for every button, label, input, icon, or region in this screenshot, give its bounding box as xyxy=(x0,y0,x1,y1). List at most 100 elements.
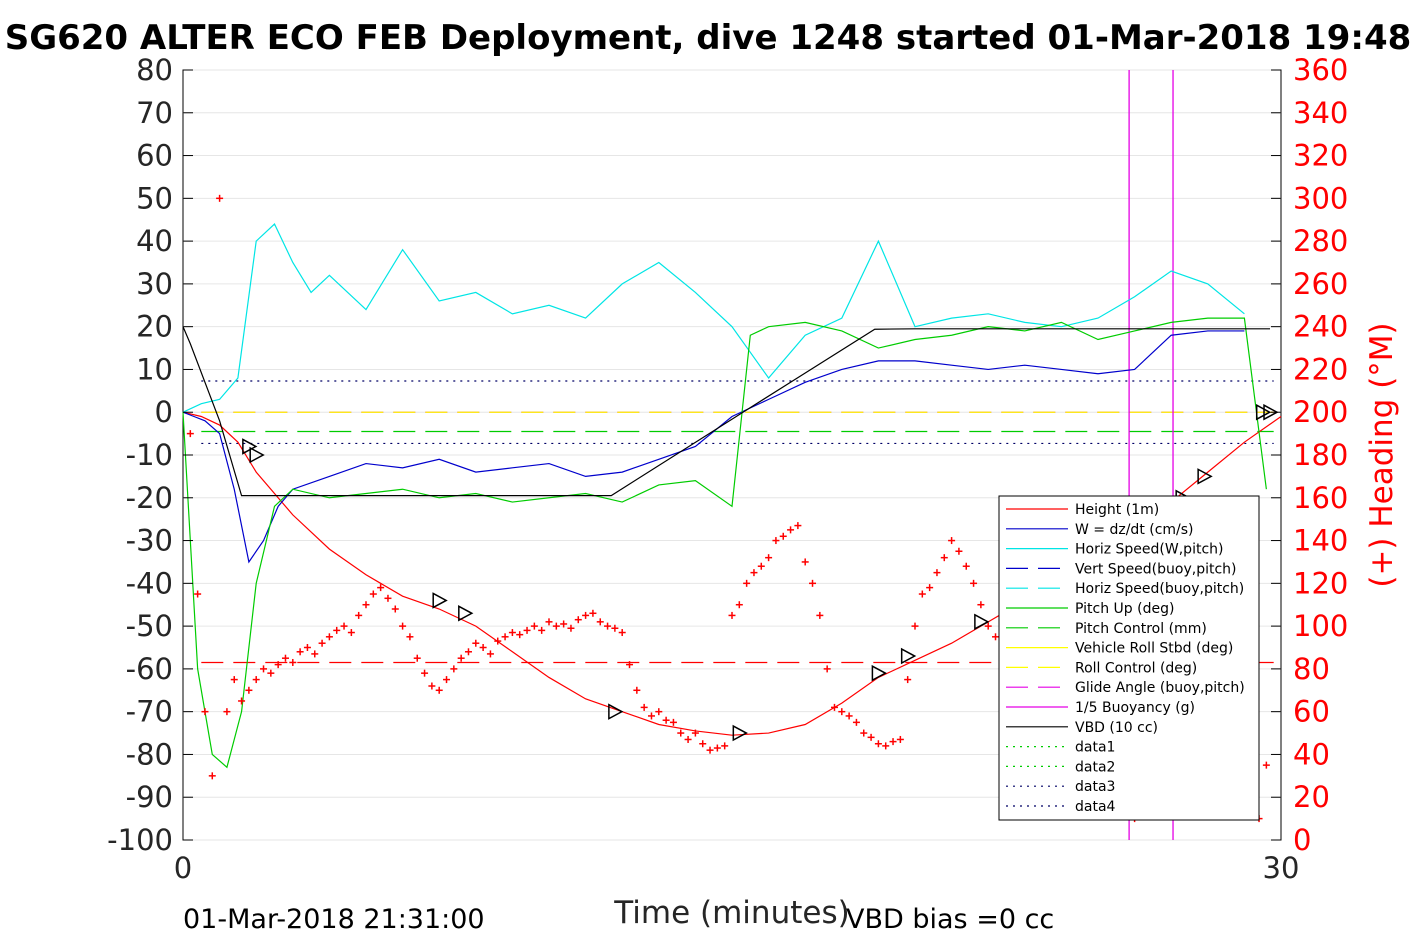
y-right-tick-label: 100 xyxy=(1293,609,1348,643)
y-right-tick-label: 300 xyxy=(1293,181,1348,215)
heading-point xyxy=(809,579,817,587)
heading-point xyxy=(618,629,626,637)
y-tick-label: -70 xyxy=(126,695,173,729)
heading-point xyxy=(955,547,963,555)
heading-point xyxy=(252,676,260,684)
legend-entry: Glide Angle (buoy,pitch) xyxy=(1075,680,1245,696)
heading-point xyxy=(992,633,1000,641)
heading-point xyxy=(970,579,978,587)
triangle-marker xyxy=(1263,403,1279,421)
series-line xyxy=(182,330,1245,564)
triangle-marker xyxy=(608,703,624,720)
heading-point xyxy=(889,738,897,746)
heading-point xyxy=(728,611,736,619)
heading-point xyxy=(560,620,568,628)
heading-point xyxy=(538,626,546,634)
heading-point xyxy=(494,637,502,645)
y-right-tick-label: 180 xyxy=(1293,438,1348,472)
heading-point xyxy=(281,654,289,662)
heading-point xyxy=(362,601,370,609)
heading-point xyxy=(794,522,802,530)
heading-point xyxy=(655,708,663,716)
y-tick-label: -20 xyxy=(126,481,173,515)
heading-point xyxy=(640,703,648,711)
series-line xyxy=(182,223,1245,413)
heading-point xyxy=(647,712,655,720)
triangle-marker xyxy=(732,724,748,742)
heading-point xyxy=(933,569,941,577)
triangle-marker xyxy=(1255,403,1272,421)
heading-point xyxy=(230,676,238,684)
heading-point xyxy=(486,650,494,658)
y-right-tick-label: 360 xyxy=(1293,53,1348,87)
heading-point xyxy=(787,526,795,534)
legend-entry: VBD (10 cc) xyxy=(1075,720,1158,736)
y-tick-label: 30 xyxy=(136,267,173,301)
heading-point xyxy=(406,633,414,641)
y-right-tick-label: 160 xyxy=(1293,481,1348,515)
legend-entry: W = dz/dt (cm/s) xyxy=(1075,522,1194,538)
heading-point xyxy=(333,626,341,634)
triangle-marker xyxy=(871,664,887,682)
heading-point xyxy=(216,194,224,202)
y-tick-label: -10 xyxy=(126,438,173,472)
y-tick-label: 60 xyxy=(136,139,173,173)
heading-point xyxy=(896,735,904,743)
heading-point xyxy=(384,594,392,602)
heading-point xyxy=(567,624,575,632)
heading-point xyxy=(516,631,524,639)
heading-point xyxy=(604,622,612,630)
heading-point xyxy=(201,708,209,716)
heading-point xyxy=(1262,761,1270,769)
y-tick-label: 20 xyxy=(136,310,173,344)
heading-point xyxy=(750,569,758,577)
heading-point xyxy=(772,537,780,545)
legend-entry: data2 xyxy=(1075,759,1115,775)
legend-entry: Roll Control (deg) xyxy=(1075,660,1197,676)
heading-point xyxy=(596,618,604,626)
heading-point xyxy=(545,618,553,626)
heading-point xyxy=(779,532,787,540)
triangle-marker xyxy=(432,592,448,609)
y-right-tick-label: 80 xyxy=(1293,652,1330,686)
y-tick-label: -90 xyxy=(126,780,173,814)
heading-point xyxy=(706,746,714,754)
heading-point xyxy=(186,430,194,438)
y-tick-label: -30 xyxy=(126,524,173,558)
heading-point xyxy=(757,562,765,570)
y-tick-label: 40 xyxy=(136,224,173,258)
heading-point xyxy=(918,590,926,598)
y-right-tick-label: 0 xyxy=(1293,823,1311,857)
y-right-tick-label: 140 xyxy=(1293,524,1348,558)
triangle-marker xyxy=(900,647,917,665)
heading-point xyxy=(377,584,385,592)
legend-entry: Pitch Up (deg) xyxy=(1075,601,1174,617)
y-tick-label: -100 xyxy=(107,823,173,857)
heading-point xyxy=(267,669,275,677)
heading-point xyxy=(340,622,348,630)
y-right-tick-label: 220 xyxy=(1293,352,1348,386)
heading-point xyxy=(838,708,846,716)
y-tick-label: -80 xyxy=(126,737,173,771)
footer-date: 01-Mar-2018 21:31:00 xyxy=(183,904,485,935)
heading-point xyxy=(274,661,282,669)
heading-point xyxy=(823,665,831,673)
heading-point xyxy=(413,654,421,662)
heading-point xyxy=(765,554,773,562)
x-tick-label: 0 xyxy=(174,851,192,885)
legend-entry: data4 xyxy=(1075,799,1116,815)
heading-point xyxy=(238,697,246,705)
footer-vbd-bias: VBD bias =0 cc xyxy=(846,904,1054,935)
y-tick-label: 70 xyxy=(136,96,173,130)
heading-point xyxy=(369,590,377,598)
heading-point xyxy=(940,554,948,562)
legend-entry: Vert Speed(buoy,pitch) xyxy=(1075,561,1237,577)
legend-entry: Vehicle Roll Stbd (deg) xyxy=(1075,641,1233,657)
heading-point xyxy=(852,718,860,726)
triangle-marker xyxy=(242,438,258,455)
y-tick-label: -60 xyxy=(126,652,173,686)
legend-entry: data3 xyxy=(1075,779,1115,795)
y-tick-label: -50 xyxy=(126,609,173,643)
y-right-tick-label: 320 xyxy=(1293,139,1348,173)
heading-point xyxy=(311,650,319,658)
